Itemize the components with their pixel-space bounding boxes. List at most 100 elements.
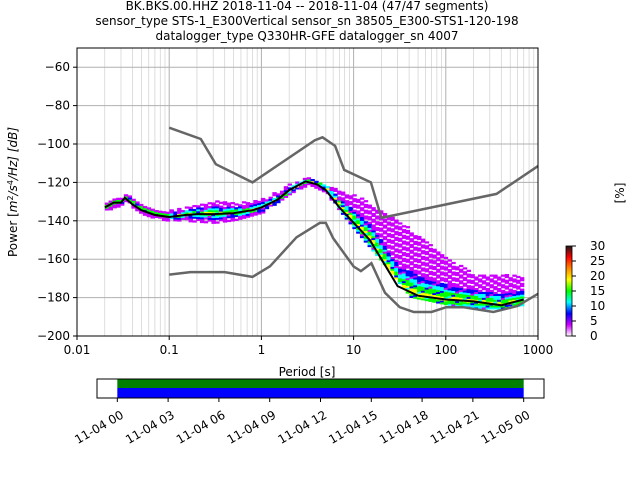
- density-cell: [359, 220, 365, 223]
- density-cell: [398, 266, 403, 269]
- coverage-bar-top: [117, 379, 524, 388]
- density-cell: [409, 272, 414, 275]
- density-cell: [367, 210, 372, 213]
- density-cell: [455, 293, 460, 296]
- density-cell: [409, 286, 414, 289]
- density-cell: [386, 240, 392, 243]
- density-cell: [177, 211, 182, 214]
- density-cell: [478, 297, 483, 300]
- density-cell: [447, 299, 452, 302]
- density-cell: [504, 275, 510, 279]
- density-cell: [485, 299, 491, 302]
- density-cell: [401, 277, 407, 280]
- density-cell: [371, 241, 376, 244]
- density-cell: [249, 204, 254, 208]
- density-cell: [420, 269, 426, 272]
- density-cell: [287, 183, 292, 186]
- density-cell: [436, 287, 441, 291]
- density-cell: [215, 200, 220, 203]
- density-cell: [436, 274, 441, 277]
- density-cell: [409, 240, 414, 243]
- density-cell: [325, 188, 331, 191]
- density-cell: [390, 222, 395, 225]
- density-cell: [359, 234, 365, 237]
- density-cell: [219, 209, 224, 212]
- density-cell: [504, 279, 510, 282]
- y-tick-label: −60: [45, 60, 70, 74]
- density-cell: [417, 293, 422, 296]
- density-cell: [158, 212, 163, 215]
- coverage-tick-label: 11-04 21: [428, 408, 482, 447]
- density-cell: [398, 279, 403, 283]
- density-cell: [409, 288, 414, 291]
- density-cell: [447, 274, 452, 278]
- density-cell: [135, 209, 140, 212]
- density-cell: [378, 233, 384, 236]
- density-cell: [420, 288, 426, 291]
- density-cell: [420, 257, 426, 261]
- density-cell: [314, 186, 319, 189]
- density-cell: [390, 258, 395, 262]
- density-cell: [359, 216, 365, 219]
- density-cell: [481, 276, 487, 279]
- density-cell: [226, 202, 232, 205]
- density-cell: [493, 274, 498, 277]
- density-cell: [417, 276, 422, 279]
- density-cell: [409, 257, 414, 260]
- density-cell: [413, 273, 418, 276]
- density-cell: [516, 275, 521, 279]
- y-axis-label: Power [m2/s4/Hz] [dB]: [6, 127, 21, 257]
- density-cell: [420, 282, 426, 286]
- density-cell: [382, 241, 388, 245]
- density-cell: [500, 297, 506, 300]
- density-cell: [203, 203, 209, 207]
- density-cell: [512, 284, 517, 287]
- density-cell: [462, 267, 468, 270]
- density-cell: [401, 265, 407, 268]
- y-tick-label: −120: [37, 175, 70, 189]
- density-cell: [238, 206, 243, 209]
- density-cell: [123, 194, 129, 197]
- density-cell: [295, 183, 300, 186]
- density-cell: [436, 259, 441, 262]
- density-cell: [405, 264, 411, 267]
- density-cell: [424, 287, 430, 290]
- density-cell: [367, 221, 372, 225]
- density-cell: [390, 239, 395, 242]
- density-cell: [234, 218, 239, 221]
- density-cell: [215, 206, 220, 209]
- density-cell: [424, 245, 430, 248]
- density-cell: [104, 206, 110, 209]
- density-cell: [451, 273, 456, 276]
- density-cell: [447, 259, 452, 262]
- density-cell: [375, 221, 380, 224]
- density-cell: [321, 190, 327, 193]
- density-cell: [436, 257, 441, 260]
- density-cell: [268, 198, 273, 201]
- density-cell: [371, 214, 376, 218]
- density-cell: [386, 235, 392, 238]
- density-cell: [367, 229, 372, 232]
- density-cell: [493, 299, 498, 302]
- density-cell: [466, 304, 471, 307]
- density-cell: [489, 297, 494, 300]
- density-cell: [413, 254, 418, 257]
- density-cell: [447, 286, 452, 289]
- density-cell: [196, 214, 201, 218]
- density-cell: [180, 215, 186, 219]
- density-cell: [447, 280, 452, 283]
- density-cell: [245, 207, 251, 211]
- density-cell: [260, 201, 266, 204]
- density-cell: [405, 229, 411, 233]
- density-cell: [192, 216, 197, 219]
- density-cell: [382, 259, 388, 262]
- density-cell: [245, 205, 251, 209]
- density-cell: [394, 261, 399, 264]
- density-cell: [451, 261, 456, 265]
- density-cell: [207, 215, 213, 218]
- density-cell: [348, 216, 353, 219]
- density-cell: [344, 209, 350, 212]
- density-cell: [500, 293, 506, 296]
- density-cell: [340, 206, 346, 210]
- density-cell: [291, 189, 296, 192]
